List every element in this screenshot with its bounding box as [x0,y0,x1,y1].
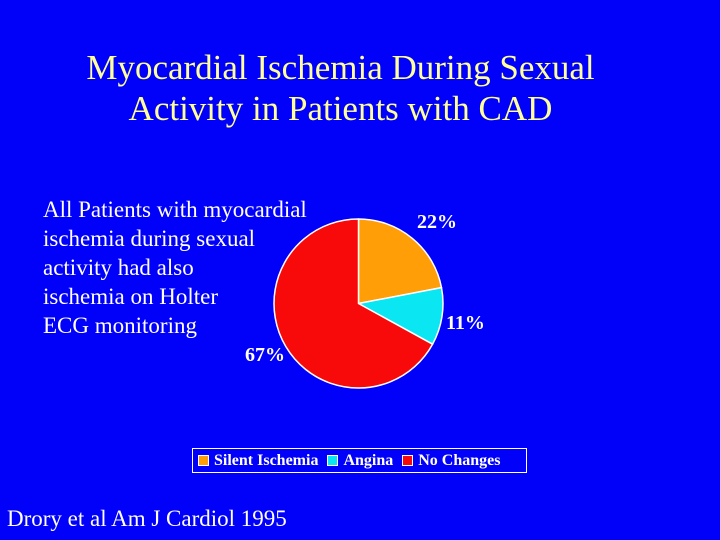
pie-slice-silent-ischemia [357,218,443,305]
legend-label-angina: Angina [343,451,394,469]
slide-title: Myocardial Ischemia During Sexual Activi… [86,48,595,128]
legend-swatch-silent-ischemia-icon [198,455,209,466]
pie-slice-no-changes [273,218,434,389]
legend-label-no-changes: No Changes [418,451,501,469]
pie-percent-label-silent-ischemia: 22% [417,211,457,233]
body-text: All Patients with myocardial ischemia du… [43,197,307,338]
legend-swatch-angina-icon [327,455,339,466]
chart-legend: Silent Ischemia Angina No Changes [192,448,527,473]
legend-label-silent-ischemia: Silent Ischemia [214,451,319,469]
pie-percent-label-no-changes: 67% [245,344,285,366]
pie-percent-label-angina: 11% [446,312,485,334]
legend-item-silent-ischemia: Silent Ischemia [198,450,318,472]
legend-item-no-changes: No Changes [402,450,500,472]
citation-footer: Drory et al Am J Cardiol 1995 [7,506,287,531]
legend-swatch-no-changes-icon [402,455,414,466]
legend-item-angina: Angina [327,450,393,472]
